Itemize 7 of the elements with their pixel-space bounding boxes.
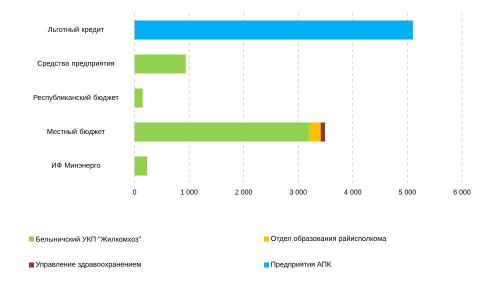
bar (134, 54, 186, 74)
bar (134, 20, 413, 40)
bar (320, 122, 325, 142)
bar (134, 122, 310, 142)
bar (310, 122, 321, 142)
bar (134, 88, 143, 108)
bar (134, 156, 148, 176)
